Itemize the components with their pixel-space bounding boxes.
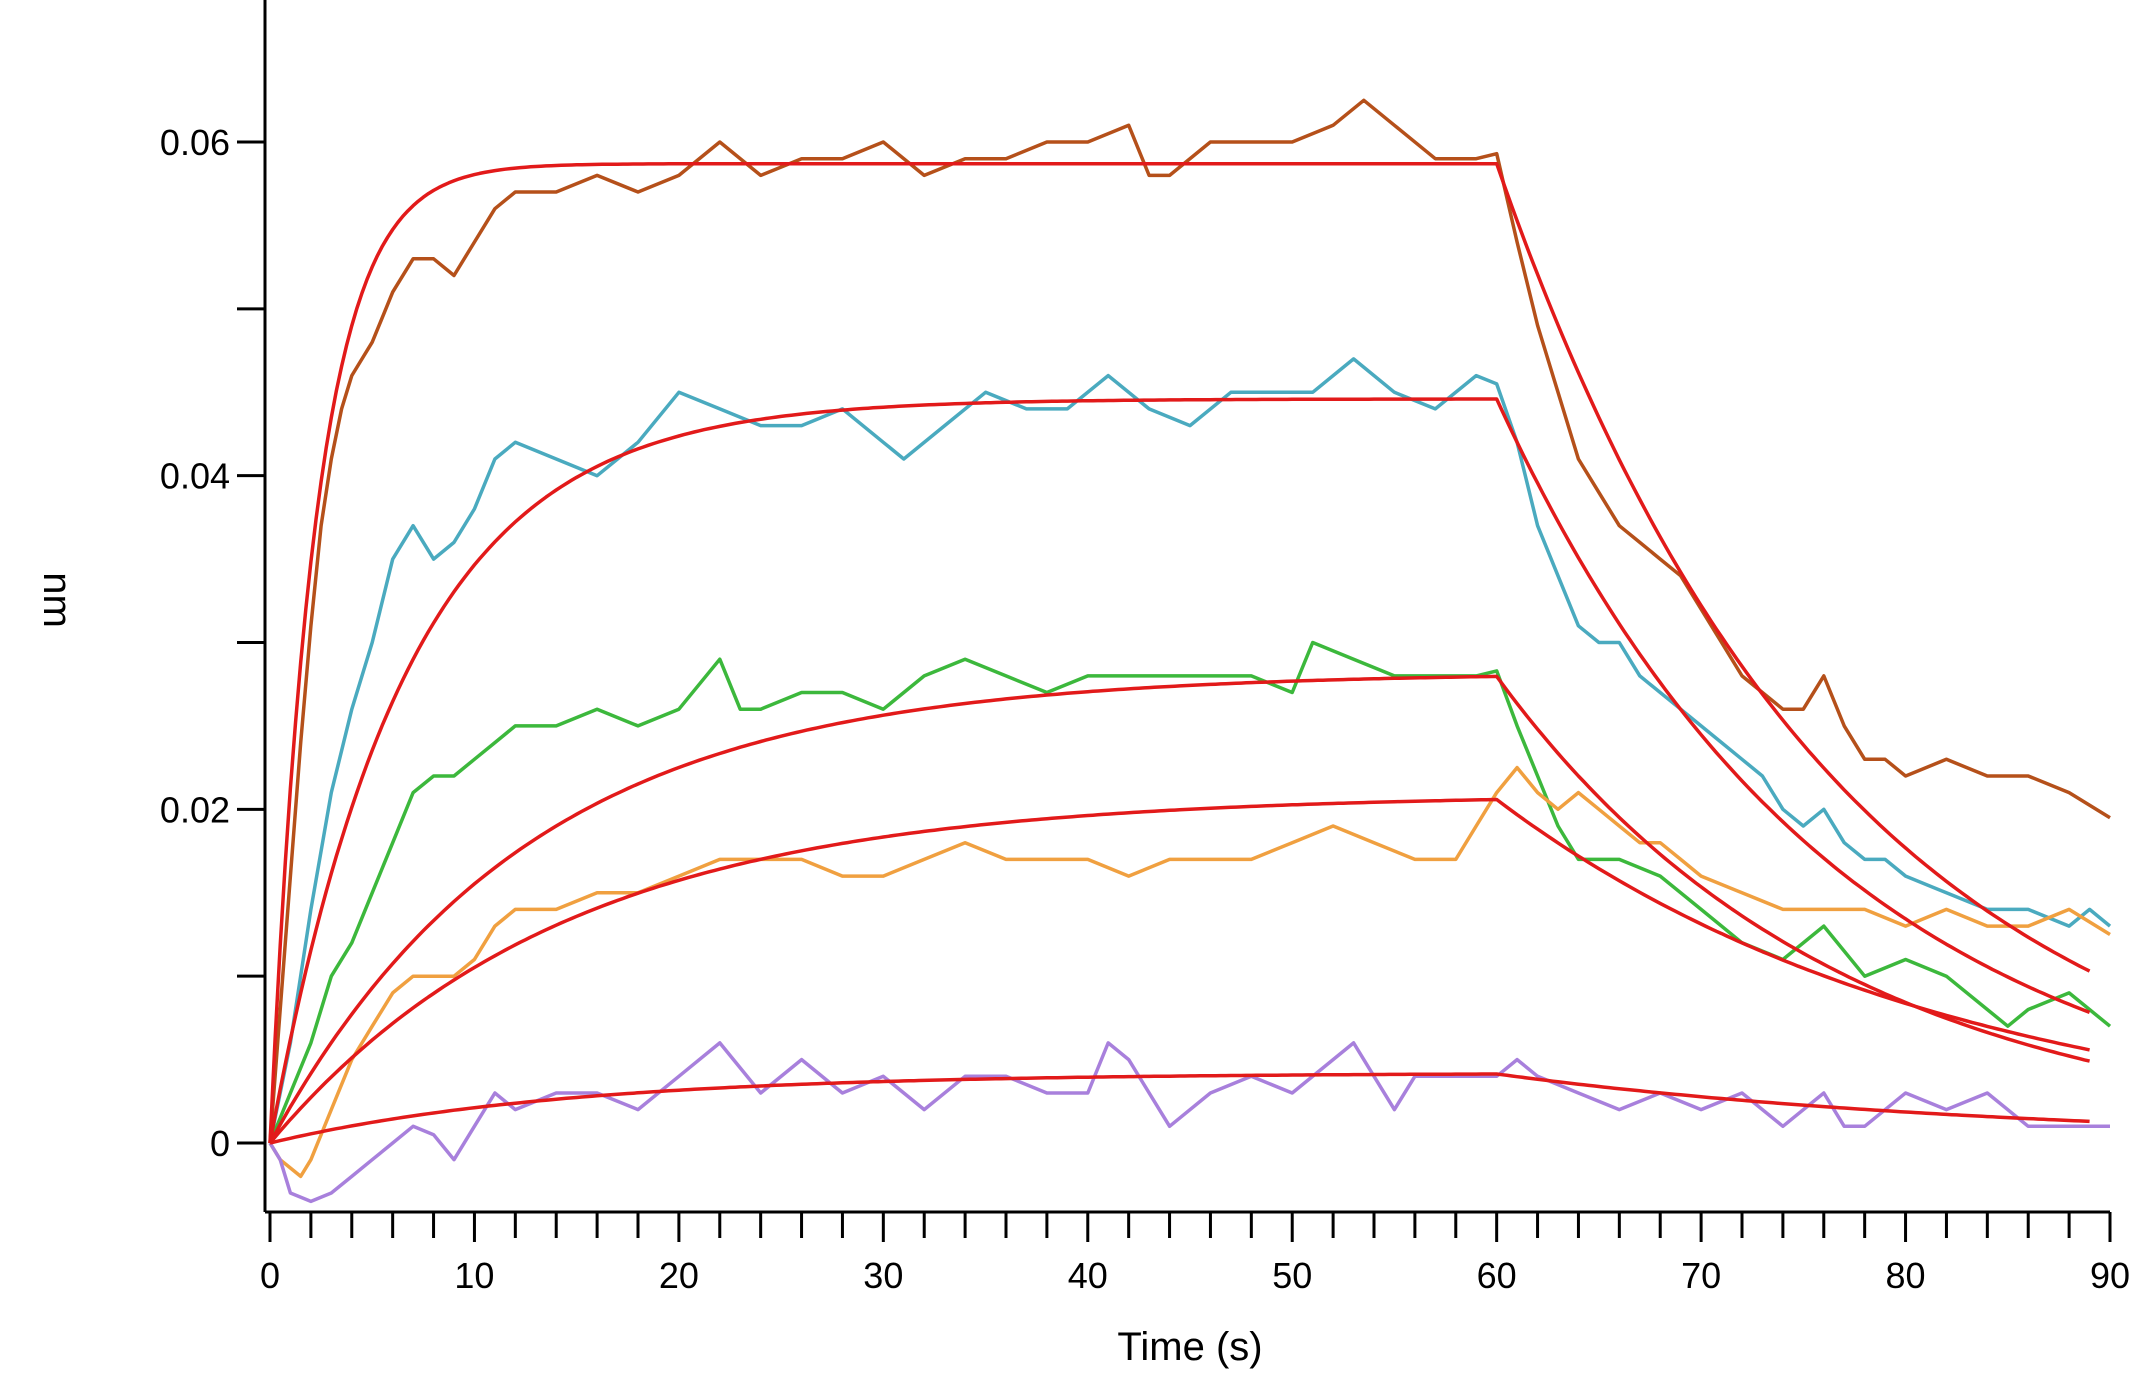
fit-curve-4 bbox=[268, 797, 2090, 1145]
fit-curve-5 bbox=[269, 1072, 2090, 1145]
fit-curve-3 bbox=[268, 674, 2090, 1144]
fit-curve-2 bbox=[268, 397, 2091, 1144]
x-tick-label: 60 bbox=[1477, 1255, 1517, 1296]
x-tick-label: 0 bbox=[260, 1255, 280, 1296]
y-tick-label: 0.04 bbox=[160, 456, 230, 497]
response-curve-2 bbox=[268, 357, 2112, 1144]
y-ticks: 0 0.02 0.04 0.06 bbox=[160, 122, 265, 1164]
y-tick-label: 0.06 bbox=[160, 122, 230, 163]
x-ticks: 0 10 20 30 40 50 60 70 80 90 bbox=[260, 1212, 2130, 1296]
fit-curve-1 bbox=[268, 161, 2091, 1144]
x-tick-label: 40 bbox=[1068, 1255, 1108, 1296]
x-tick-label: 10 bbox=[454, 1255, 494, 1296]
response-curve-5 bbox=[268, 1041, 2110, 1204]
response-curve-4 bbox=[268, 765, 2111, 1179]
x-tick-label: 30 bbox=[863, 1255, 903, 1296]
y-tick-label: 0.02 bbox=[160, 789, 230, 830]
response-curve-1 bbox=[268, 98, 2111, 1144]
axes: 0 0.02 0.04 0.06 0 10 20 30 40 50 60 70 80 90 Time (… bbox=[35, 0, 2130, 1369]
x-tick-label: 80 bbox=[1886, 1255, 1926, 1296]
x-tick-label: 50 bbox=[1272, 1255, 1312, 1296]
plot-area bbox=[268, 98, 2112, 1204]
x-tick-label: 20 bbox=[659, 1255, 699, 1296]
x-axis-title: Time (s) bbox=[1117, 1325, 1262, 1369]
y-tick-label: 0 bbox=[210, 1123, 230, 1164]
y-axis-title: nm bbox=[35, 572, 79, 628]
response-curve-3 bbox=[268, 640, 2112, 1144]
x-tick-label: 90 bbox=[2090, 1255, 2130, 1296]
x-tick-label: 70 bbox=[1681, 1255, 1721, 1296]
